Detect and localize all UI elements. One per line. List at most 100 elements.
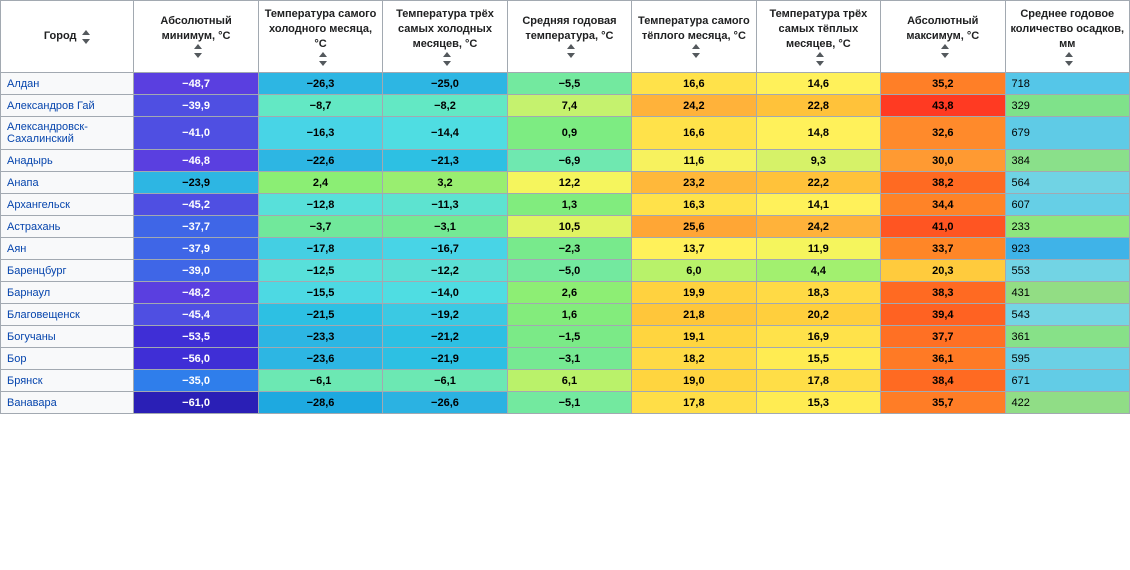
- sort-icon[interactable]: [442, 52, 452, 66]
- column-header[interactable]: Город: [1, 1, 134, 73]
- value-cell: 23,2: [632, 172, 756, 194]
- value-cell: 41,0: [881, 216, 1005, 238]
- value-cell: −8,2: [383, 95, 507, 117]
- city-cell: Александров Гай: [1, 95, 134, 117]
- precip-cell: 679: [1005, 117, 1129, 150]
- city-link[interactable]: Алдан: [7, 78, 39, 90]
- value-cell: 13,7: [632, 238, 756, 260]
- table-header-row: ГородАбсолютный минимум, °СТемпература с…: [1, 1, 1130, 73]
- value-cell: 1,3: [507, 194, 631, 216]
- city-link[interactable]: Брянск: [7, 375, 43, 387]
- value-cell: 14,1: [756, 194, 880, 216]
- sort-icon[interactable]: [815, 52, 825, 66]
- value-cell: −12,8: [258, 194, 382, 216]
- city-link[interactable]: Анапа: [7, 177, 39, 189]
- value-cell: 16,9: [756, 326, 880, 348]
- value-cell: −6,1: [258, 370, 382, 392]
- precip-cell: 422: [1005, 392, 1129, 414]
- value-cell: −48,2: [134, 282, 258, 304]
- city-link[interactable]: Ванавара: [7, 397, 57, 409]
- column-header[interactable]: Абсолютный максимум, °С: [881, 1, 1005, 73]
- value-cell: 11,6: [632, 150, 756, 172]
- city-link[interactable]: Астрахань: [7, 221, 60, 233]
- city-link[interactable]: Благовещенск: [7, 309, 80, 321]
- column-header-label: Средняя годовая температура, °С: [512, 14, 627, 44]
- value-cell: 16,3: [632, 194, 756, 216]
- sort-icon[interactable]: [318, 52, 328, 66]
- value-cell: −5,1: [507, 392, 631, 414]
- city-cell: Астрахань: [1, 216, 134, 238]
- column-header-label: Среднее годовое количество осадков, мм: [1010, 7, 1125, 52]
- column-header[interactable]: Абсолютный минимум, °С: [134, 1, 258, 73]
- value-cell: 30,0: [881, 150, 1005, 172]
- value-cell: −28,6: [258, 392, 382, 414]
- column-header[interactable]: Температура трёх самых тёплых месяцев, °…: [756, 1, 880, 73]
- sort-icon[interactable]: [940, 44, 950, 58]
- value-cell: 21,8: [632, 304, 756, 326]
- sort-icon[interactable]: [1064, 52, 1074, 66]
- value-cell: 2,4: [258, 172, 382, 194]
- value-cell: 7,4: [507, 95, 631, 117]
- value-cell: −45,4: [134, 304, 258, 326]
- column-header[interactable]: Среднее годовое количество осадков, мм: [1005, 1, 1129, 73]
- table-row: Анадырь−46,8−22,6−21,3−6,911,69,330,0384: [1, 150, 1130, 172]
- city-link[interactable]: Александров Гай: [7, 100, 95, 112]
- value-cell: −16,7: [383, 238, 507, 260]
- value-cell: −53,5: [134, 326, 258, 348]
- column-header[interactable]: Температура самого холодного месяца, °С: [258, 1, 382, 73]
- value-cell: 38,4: [881, 370, 1005, 392]
- table-row: Астрахань−37,7−3,7−3,110,525,624,241,023…: [1, 216, 1130, 238]
- city-cell: Барнаул: [1, 282, 134, 304]
- value-cell: −16,3: [258, 117, 382, 150]
- value-cell: 36,1: [881, 348, 1005, 370]
- value-cell: −3,1: [383, 216, 507, 238]
- column-header[interactable]: Температура самого тёплого месяца, °С: [632, 1, 756, 73]
- value-cell: 37,7: [881, 326, 1005, 348]
- sort-icon[interactable]: [81, 30, 91, 44]
- table-row: Баренцбург−39,0−12,5−12,2−5,06,04,420,35…: [1, 260, 1130, 282]
- sort-icon[interactable]: [193, 44, 203, 58]
- value-cell: 0,9: [507, 117, 631, 150]
- value-cell: 17,8: [632, 392, 756, 414]
- value-cell: −22,6: [258, 150, 382, 172]
- city-link[interactable]: Александровск-Сахалинский: [7, 121, 88, 145]
- city-link[interactable]: Бор: [7, 353, 26, 365]
- city-cell: Ванавара: [1, 392, 134, 414]
- city-link[interactable]: Богучаны: [7, 331, 56, 343]
- city-cell: Архангельск: [1, 194, 134, 216]
- value-cell: 12,2: [507, 172, 631, 194]
- value-cell: 6,1: [507, 370, 631, 392]
- column-header[interactable]: Средняя годовая температура, °С: [507, 1, 631, 73]
- value-cell: 15,3: [756, 392, 880, 414]
- city-link[interactable]: Баренцбург: [7, 265, 67, 277]
- precip-cell: 431: [1005, 282, 1129, 304]
- table-row: Архангельск−45,2−12,8−11,31,316,314,134,…: [1, 194, 1130, 216]
- value-cell: 35,2: [881, 73, 1005, 95]
- value-cell: 38,3: [881, 282, 1005, 304]
- value-cell: 22,2: [756, 172, 880, 194]
- value-cell: 19,0: [632, 370, 756, 392]
- value-cell: 19,9: [632, 282, 756, 304]
- city-link[interactable]: Архангельск: [7, 199, 70, 211]
- value-cell: −6,9: [507, 150, 631, 172]
- precip-cell: 384: [1005, 150, 1129, 172]
- city-cell: Баренцбург: [1, 260, 134, 282]
- city-cell: Бор: [1, 348, 134, 370]
- sort-icon[interactable]: [691, 44, 701, 58]
- precip-cell: 923: [1005, 238, 1129, 260]
- value-cell: 20,3: [881, 260, 1005, 282]
- value-cell: −5,0: [507, 260, 631, 282]
- value-cell: 18,2: [632, 348, 756, 370]
- column-header[interactable]: Температура трёх самых холодных месяцев,…: [383, 1, 507, 73]
- value-cell: 18,3: [756, 282, 880, 304]
- sort-icon[interactable]: [566, 44, 576, 58]
- value-cell: 32,6: [881, 117, 1005, 150]
- city-link[interactable]: Барнаул: [7, 287, 50, 299]
- city-cell: Богучаны: [1, 326, 134, 348]
- city-link[interactable]: Аян: [7, 243, 26, 255]
- value-cell: 34,4: [881, 194, 1005, 216]
- value-cell: −21,5: [258, 304, 382, 326]
- value-cell: −26,6: [383, 392, 507, 414]
- column-header-label: Температура трёх самых тёплых месяцев, °…: [761, 7, 876, 52]
- city-link[interactable]: Анадырь: [7, 155, 53, 167]
